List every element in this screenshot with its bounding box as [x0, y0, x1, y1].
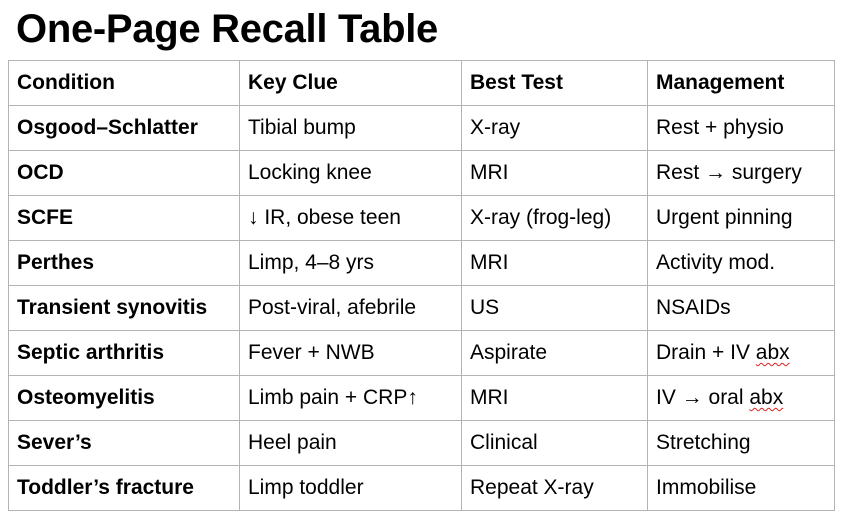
condition-cell: Sever’s — [8, 420, 240, 466]
best-test-cell: X-ray (frog-leg) — [461, 195, 648, 241]
table-row: OCD Locking knee MRI Rest → surgery — [8, 150, 835, 196]
key-clue-cell: Limp, 4–8 yrs — [239, 240, 462, 286]
header-management: Management — [647, 60, 835, 106]
best-test-cell: MRI — [461, 240, 648, 286]
key-clue-cell: Limp toddler — [239, 465, 462, 511]
management-text: Drain + IV — [656, 341, 756, 364]
condition-cell: Toddler’s fracture — [8, 465, 240, 511]
key-clue-cell: Tibial bump — [239, 105, 462, 151]
management-cell: Activity mod. — [647, 240, 835, 286]
table-row: Transient synovitis Post-viral, afebrile… — [8, 285, 835, 331]
condition-cell: Perthes — [8, 240, 240, 286]
management-cell: Immobilise — [647, 465, 835, 511]
management-cell: IV → oral abx — [647, 375, 835, 421]
key-clue-cell: Heel pain — [239, 420, 462, 466]
table-row: Osgood–Schlatter Tibial bump X-ray Rest … — [8, 105, 835, 151]
key-clue-cell: Post-viral, afebrile — [239, 285, 462, 331]
header-row: Condition Key Clue Best Test Management — [8, 60, 835, 106]
management-cell: Stretching — [647, 420, 835, 466]
best-test-cell: MRI — [461, 150, 648, 196]
condition-cell: OCD — [8, 150, 240, 196]
page-title: One-Page Recall Table — [16, 7, 439, 51]
best-test-cell: Repeat X-ray — [461, 465, 648, 511]
table-row: Perthes Limp, 4–8 yrs MRI Activity mod. — [8, 240, 835, 286]
best-test-cell: Aspirate — [461, 330, 648, 376]
table-row: Septic arthritis Fever + NWB Aspirate Dr… — [8, 330, 835, 376]
recall-table: Condition Key Clue Best Test Management … — [8, 60, 835, 511]
condition-cell: Osteomyelitis — [8, 375, 240, 421]
table-row: Sever’s Heel pain Clinical Stretching — [8, 420, 835, 466]
best-test-cell: X-ray — [461, 105, 648, 151]
management-cell: NSAIDs — [647, 285, 835, 331]
management-cell: Rest → surgery — [647, 150, 835, 196]
key-clue-cell: Locking knee — [239, 150, 462, 196]
best-test-cell: Clinical — [461, 420, 648, 466]
management-cell: Rest + physio — [647, 105, 835, 151]
key-clue-cell: Fever + NWB — [239, 330, 462, 376]
condition-cell: Septic arthritis — [8, 330, 240, 376]
header-key-clue: Key Clue — [239, 60, 462, 106]
table-row: Osteomyelitis Limb pain + CRP↑ MRI IV → … — [8, 375, 835, 421]
key-clue-cell: Limb pain + CRP↑ — [239, 375, 462, 421]
best-test-cell: MRI — [461, 375, 648, 421]
condition-cell: Transient synovitis — [8, 285, 240, 331]
table-row: SCFE ↓ IR, obese teen X-ray (frog-leg) U… — [8, 195, 835, 241]
condition-cell: Osgood–Schlatter — [8, 105, 240, 151]
management-cell: Drain + IV abx — [647, 330, 835, 376]
header-best-test: Best Test — [461, 60, 648, 106]
management-cell: Urgent pinning — [647, 195, 835, 241]
spellcheck-flagged-word: abx — [755, 341, 790, 364]
key-clue-cell: ↓ IR, obese teen — [239, 195, 462, 241]
condition-cell: SCFE — [8, 195, 240, 241]
spellcheck-flagged-word: abx — [749, 386, 784, 409]
header-condition: Condition — [8, 60, 240, 106]
management-text: IV → oral — [656, 386, 750, 409]
best-test-cell: US — [461, 285, 648, 331]
table-row: Toddler’s fracture Limp toddler Repeat X… — [8, 465, 835, 511]
